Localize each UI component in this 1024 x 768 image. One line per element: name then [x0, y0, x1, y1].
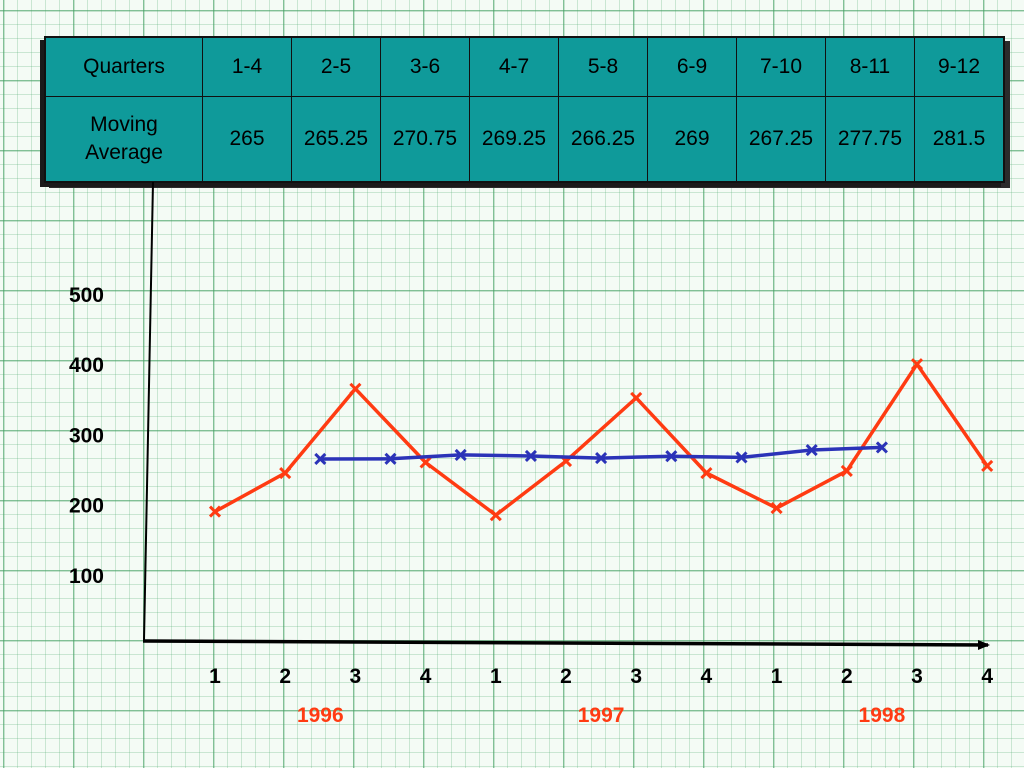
year-labels: 1996 1997 1998 — [297, 704, 906, 727]
year-label: 1996 — [297, 704, 344, 727]
series-1 — [314, 441, 888, 466]
quarter-cell: 9-12 — [914, 36, 1005, 97]
data-point — [279, 466, 292, 480]
moving-average-cell: 266.25 — [558, 96, 648, 183]
x-tick-label: 4 — [701, 665, 713, 688]
x-tick-labels: 1 2 3 4 1 2 3 4 1 2 3 4 — [209, 665, 993, 688]
moving-average-cell: 269 — [647, 96, 737, 183]
y-tick-label: 100 — [69, 565, 104, 588]
data-point — [665, 450, 678, 463]
data-point — [419, 456, 432, 469]
y-tick-labels: 100 200 300 400 500 — [69, 284, 104, 588]
quarters-row: Quarters 1-4 2-5 3-6 4-7 5-8 6-9 7-10 8-… — [44, 36, 1005, 97]
series-0 — [208, 358, 994, 522]
moving-average-cell: 281.5 — [914, 96, 1005, 183]
x-axis — [142, 639, 990, 650]
data-point — [700, 466, 713, 480]
moving-average-header: Moving Average — [44, 96, 203, 183]
quarter-cell: 8-11 — [825, 36, 915, 97]
data-point — [595, 452, 608, 465]
moving-average-table-wrapper: Quarters 1-4 2-5 3-6 4-7 5-8 6-9 7-10 8-… — [44, 36, 1005, 183]
quarter-cell: 2-5 — [291, 36, 381, 97]
moving-average-header-line2: Average — [85, 141, 163, 164]
data-point — [735, 451, 748, 464]
moving-average-cell: 269.25 — [469, 96, 559, 183]
year-label: 1998 — [859, 704, 906, 727]
moving-average-row: Moving Average 265 265.25 270.75 269.25 2… — [44, 96, 1005, 183]
x-tick-label: 4 — [420, 665, 432, 688]
data-point — [314, 452, 327, 466]
data-point — [910, 358, 924, 371]
x-tick-label: 1 — [209, 665, 221, 688]
data-point — [630, 391, 643, 404]
year-label: 1997 — [578, 704, 625, 727]
moving-average-cell: 267.25 — [736, 96, 826, 183]
series-group — [208, 358, 994, 522]
x-tick-label: 2 — [560, 665, 572, 688]
moving-average-table: Quarters 1-4 2-5 3-6 4-7 5-8 6-9 7-10 8-… — [44, 36, 1005, 183]
y-axis — [143, 181, 154, 641]
series-line — [214, 362, 989, 517]
x-tick-label: 4 — [981, 665, 993, 688]
data-point — [770, 502, 783, 515]
data-point — [524, 449, 537, 463]
x-tick-label: 1 — [771, 665, 783, 688]
data-point — [981, 459, 994, 473]
data-point — [208, 505, 222, 518]
quarter-cell: 5-8 — [558, 36, 648, 97]
moving-average-cell: 270.75 — [380, 96, 470, 183]
data-point — [489, 509, 502, 522]
x-tick-label: 2 — [279, 665, 291, 688]
data-point — [454, 448, 467, 461]
y-tick-label: 400 — [69, 354, 104, 377]
x-tick-label: 3 — [350, 665, 362, 688]
data-point — [384, 452, 397, 465]
moving-average-cell: 277.75 — [825, 96, 915, 183]
y-tick-label: 300 — [69, 424, 104, 447]
x-tick-label: 3 — [911, 665, 923, 688]
data-point — [805, 443, 818, 457]
data-point — [875, 441, 888, 454]
y-tick-label: 500 — [69, 284, 104, 307]
data-point — [349, 382, 362, 395]
moving-average-cell: 265.25 — [291, 96, 381, 183]
moving-average-header-line1: Moving — [90, 112, 158, 136]
x-tick-label: 1 — [490, 665, 502, 688]
x-tick-label: 3 — [630, 665, 642, 688]
x-tick-label: 2 — [841, 665, 853, 688]
data-point — [840, 464, 853, 477]
y-tick-label: 200 — [69, 495, 104, 518]
